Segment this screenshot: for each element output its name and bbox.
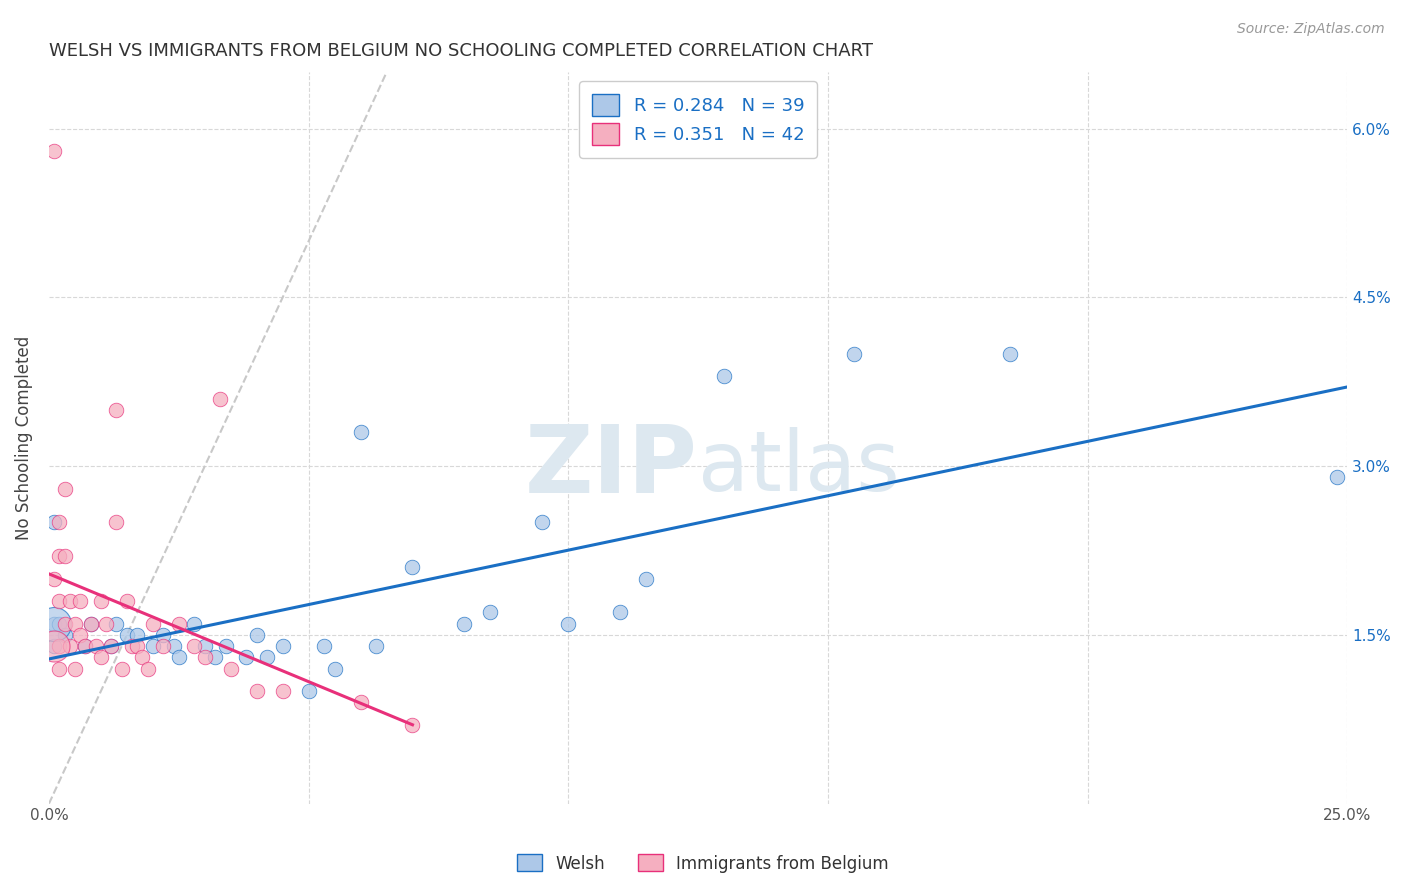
Point <box>204 650 226 665</box>
Point <box>366 639 388 653</box>
Point <box>842 346 865 360</box>
Point <box>44 639 66 653</box>
Point <box>105 516 128 530</box>
Point <box>53 628 76 642</box>
Point <box>136 662 159 676</box>
Point <box>48 594 70 608</box>
Point <box>75 639 97 653</box>
Point <box>194 650 217 665</box>
Point <box>127 639 149 653</box>
Point <box>531 516 554 530</box>
Point <box>349 695 371 709</box>
Point <box>75 639 97 653</box>
Point <box>53 549 76 563</box>
Point <box>271 684 294 698</box>
Point <box>479 606 502 620</box>
Point <box>298 684 321 698</box>
Text: ZIP: ZIP <box>526 421 699 513</box>
Point <box>44 616 66 631</box>
Point <box>314 639 336 653</box>
Point <box>84 639 107 653</box>
Point <box>271 639 294 653</box>
Point <box>44 144 66 158</box>
Point <box>453 616 475 631</box>
Point <box>121 639 143 653</box>
Point <box>53 482 76 496</box>
Point <box>323 662 346 676</box>
Point <box>246 684 269 698</box>
Point <box>115 594 138 608</box>
Point <box>63 662 86 676</box>
Point <box>209 392 232 406</box>
Point <box>48 662 70 676</box>
Point <box>636 572 658 586</box>
Point <box>63 616 86 631</box>
Text: atlas: atlas <box>699 426 900 508</box>
Point <box>79 616 101 631</box>
Text: Source: ZipAtlas.com: Source: ZipAtlas.com <box>1237 22 1385 37</box>
Point <box>609 606 631 620</box>
Point <box>53 616 76 631</box>
Point <box>256 650 278 665</box>
Point <box>127 628 149 642</box>
Point <box>349 425 371 440</box>
Point <box>44 639 66 653</box>
Point <box>48 549 70 563</box>
Text: WELSH VS IMMIGRANTS FROM BELGIUM NO SCHOOLING COMPLETED CORRELATION CHART: WELSH VS IMMIGRANTS FROM BELGIUM NO SCHO… <box>49 42 873 60</box>
Point <box>90 594 112 608</box>
Point <box>183 639 205 653</box>
Point <box>194 639 217 653</box>
Point <box>167 650 190 665</box>
Point <box>44 616 66 631</box>
Point <box>48 616 70 631</box>
Point <box>246 628 269 642</box>
Point <box>100 639 122 653</box>
Y-axis label: No Schooling Completed: No Schooling Completed <box>15 336 32 541</box>
Point <box>401 560 423 574</box>
Point <box>1326 470 1348 484</box>
Point <box>115 628 138 642</box>
Point <box>69 594 91 608</box>
Point <box>214 639 236 653</box>
Point <box>131 650 153 665</box>
Point <box>105 403 128 417</box>
Point <box>59 639 82 653</box>
Point <box>94 616 117 631</box>
Point <box>142 616 165 631</box>
Point <box>152 639 174 653</box>
Legend: Welsh, Immigrants from Belgium: Welsh, Immigrants from Belgium <box>510 847 896 880</box>
Point <box>59 594 82 608</box>
Point <box>557 616 579 631</box>
Point <box>44 516 66 530</box>
Point <box>48 516 70 530</box>
Point <box>79 616 101 631</box>
Point <box>142 639 165 653</box>
Point <box>152 628 174 642</box>
Point <box>219 662 242 676</box>
Point <box>48 639 70 653</box>
Point <box>111 662 134 676</box>
Point <box>713 369 735 384</box>
Point <box>44 572 66 586</box>
Point <box>100 639 122 653</box>
Point <box>167 616 190 631</box>
Point <box>162 639 184 653</box>
Point <box>69 628 91 642</box>
Point <box>235 650 257 665</box>
Point <box>90 650 112 665</box>
Point <box>183 616 205 631</box>
Point <box>401 718 423 732</box>
Point <box>105 616 128 631</box>
Point <box>998 346 1021 360</box>
Legend: R = 0.284   N = 39, R = 0.351   N = 42: R = 0.284 N = 39, R = 0.351 N = 42 <box>579 81 817 158</box>
